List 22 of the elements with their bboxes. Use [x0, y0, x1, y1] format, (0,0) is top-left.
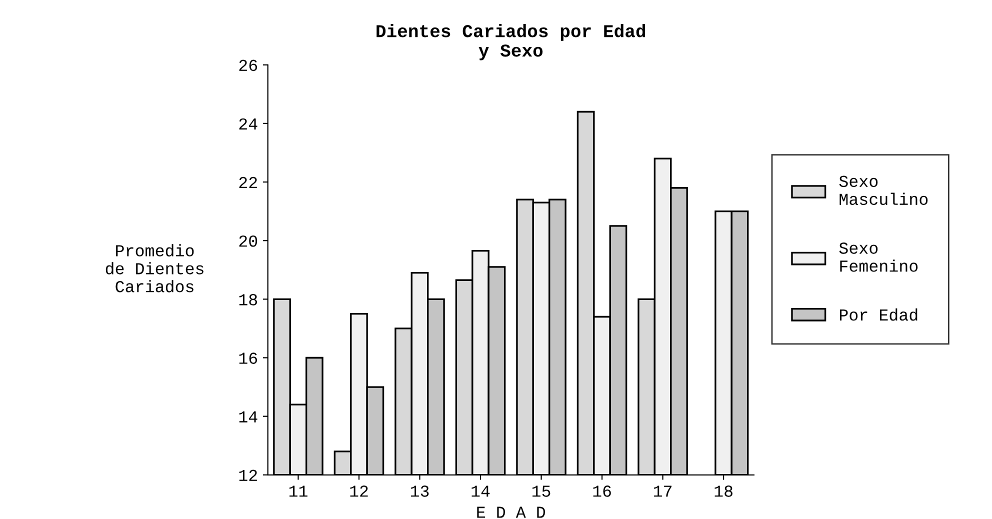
- x-tick-label: 17: [654, 486, 672, 497]
- x-tick-label: 18: [714, 486, 732, 497]
- legend-label: Por Edad: [840, 308, 918, 321]
- y-tick-label: 12: [239, 470, 257, 481]
- x-axis-title: E D A D: [477, 506, 546, 518]
- y-tick-label: 22: [239, 176, 257, 188]
- x-tick-label: 13: [410, 486, 429, 497]
- x-tick-label: 15: [532, 486, 550, 497]
- y-axis-title: Promedio de Dientes Cariados: [106, 244, 204, 292]
- y-tick-label: 16: [239, 352, 258, 364]
- y-tick-label: 26: [239, 60, 258, 72]
- y-tick-label: 20: [239, 235, 258, 247]
- x-tick-label: 16: [593, 486, 611, 497]
- legend-label: Sexo Masculino: [839, 176, 928, 205]
- x-tick-label: 14: [472, 486, 490, 497]
- x-tick-label: 12: [350, 486, 368, 497]
- y-tick-label: 18: [239, 294, 258, 306]
- y-tick-label: 24: [239, 118, 258, 130]
- x-tick-label: 11: [289, 486, 308, 497]
- y-tick-label: 14: [239, 411, 258, 422]
- chart-title: Dientes Cariados por Edad y Sexo: [376, 24, 646, 60]
- legend-label: Sexo Femenino: [839, 242, 918, 272]
